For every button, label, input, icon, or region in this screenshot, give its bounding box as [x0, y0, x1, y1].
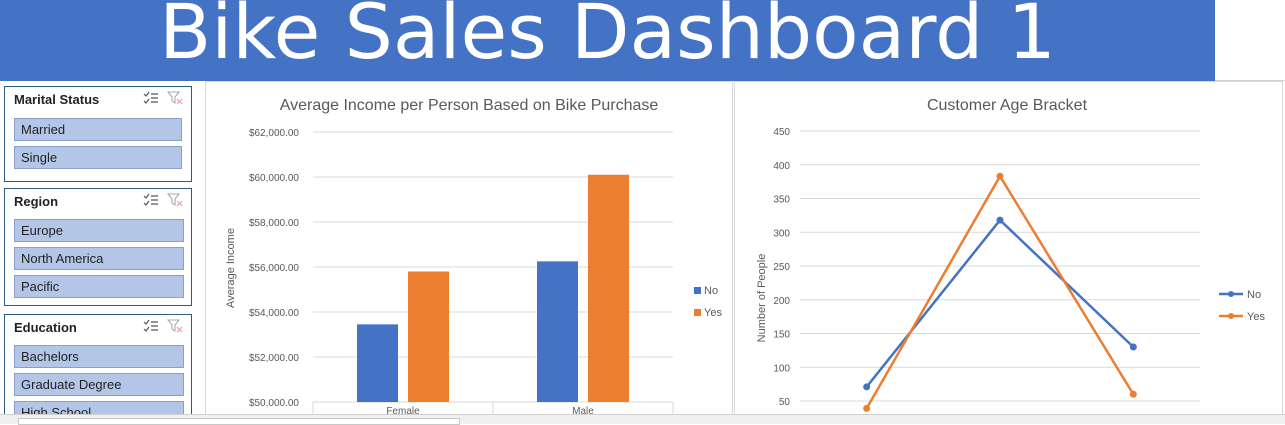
y-tick-label: 400 — [773, 161, 790, 172]
y-tick-label: 300 — [773, 228, 790, 239]
income-bar-chart: Average Income per Person Based on Bike … — [225, 97, 722, 417]
multi-select-icon[interactable] — [143, 193, 159, 207]
data-point-no[interactable] — [1129, 343, 1137, 351]
y-tick-label: $52,000.00 — [249, 353, 299, 364]
y-tick-label: $62,000.00 — [249, 128, 299, 139]
dashboard-title: Bike Sales Dashboard 1 — [159, 0, 1056, 76]
y-tick-label: $56,000.00 — [249, 263, 299, 274]
bar-no-male[interactable] — [537, 261, 578, 402]
y-tick-label: 100 — [773, 363, 790, 374]
clear-filter-icon[interactable] — [167, 91, 183, 105]
slicer-item-married[interactable]: Married — [14, 118, 182, 141]
x-category-label: Female — [386, 406, 420, 417]
bar-no-female[interactable] — [357, 324, 398, 402]
slicer-region: Region Europe North America Pacific — [4, 188, 192, 306]
y-tick-label: $58,000.00 — [249, 218, 299, 229]
grid-line — [1215, 80, 1285, 81]
y-tick-label: 450 — [773, 127, 790, 138]
y-axis-label: Average Income — [225, 228, 237, 308]
legend-swatch — [694, 287, 701, 294]
multi-select-icon[interactable] — [143, 319, 159, 333]
scrollbar-thumb[interactable] — [18, 418, 460, 425]
slicer-marital-status: Marital Status Married Single — [4, 86, 192, 182]
legend-label-no: No — [1247, 289, 1261, 301]
y-tick-label: 250 — [773, 262, 790, 273]
slicer-education: Education Bachelors Graduate Degree High… — [4, 314, 192, 424]
multi-select-icon[interactable] — [143, 91, 159, 105]
chart-title: Customer Age Bracket — [927, 97, 1088, 114]
clear-filter-icon[interactable] — [167, 193, 183, 207]
legend-marker — [1228, 291, 1234, 297]
slicer-item-europe[interactable]: Europe — [14, 219, 184, 242]
x-category-label: Male — [572, 406, 594, 417]
y-tick-label: 350 — [773, 195, 790, 206]
clear-filter-icon[interactable] — [167, 319, 183, 333]
slicer-title: Education — [14, 320, 77, 335]
data-point-no[interactable] — [996, 216, 1004, 224]
age-line-chart: Customer Age Bracket Number of People 50… — [756, 97, 1265, 412]
dashboard-banner: Bike Sales Dashboard 1 — [0, 0, 1215, 81]
slicer-item-north-america[interactable]: North America — [14, 247, 184, 270]
income-chart-panel[interactable]: Average Income per Person Based on Bike … — [205, 81, 733, 423]
chart-title: Average Income per Person Based on Bike … — [280, 97, 659, 114]
legend-label-no: No — [704, 285, 718, 297]
data-point-no[interactable] — [863, 383, 871, 391]
data-point-yes[interactable] — [863, 404, 871, 412]
slicer-item-single[interactable]: Single — [14, 146, 182, 169]
slicer-item-graduate-degree[interactable]: Graduate Degree — [14, 373, 184, 396]
legend-marker — [1228, 313, 1234, 319]
data-point-yes[interactable] — [996, 172, 1004, 180]
line-series-no[interactable] — [865, 218, 1135, 388]
slicer-title: Region — [14, 194, 59, 209]
y-tick-label: $50,000.00 — [249, 398, 299, 409]
age-chart-panel[interactable]: Customer Age Bracket Number of People 50… — [734, 81, 1283, 423]
legend-label-yes: Yes — [1247, 311, 1265, 323]
data-point-yes[interactable] — [1129, 390, 1137, 398]
line-series-yes[interactable] — [865, 173, 1135, 410]
bar-yes-female[interactable] — [408, 271, 449, 403]
slicer-title: Marital Status — [14, 92, 100, 107]
bar-yes-male[interactable] — [588, 174, 629, 402]
slicer-item-bachelors[interactable]: Bachelors — [14, 345, 184, 368]
y-tick-label: 150 — [773, 330, 790, 341]
y-tick-label: 200 — [773, 296, 790, 307]
slicer-item-pacific[interactable]: Pacific — [14, 275, 184, 298]
y-axis-label: Number of People — [756, 254, 768, 343]
legend-swatch — [694, 309, 701, 316]
y-tick-label: 50 — [779, 397, 791, 408]
legend-label-yes: Yes — [704, 307, 722, 319]
y-tick-label: $54,000.00 — [249, 308, 299, 319]
y-tick-label: $60,000.00 — [249, 173, 299, 184]
